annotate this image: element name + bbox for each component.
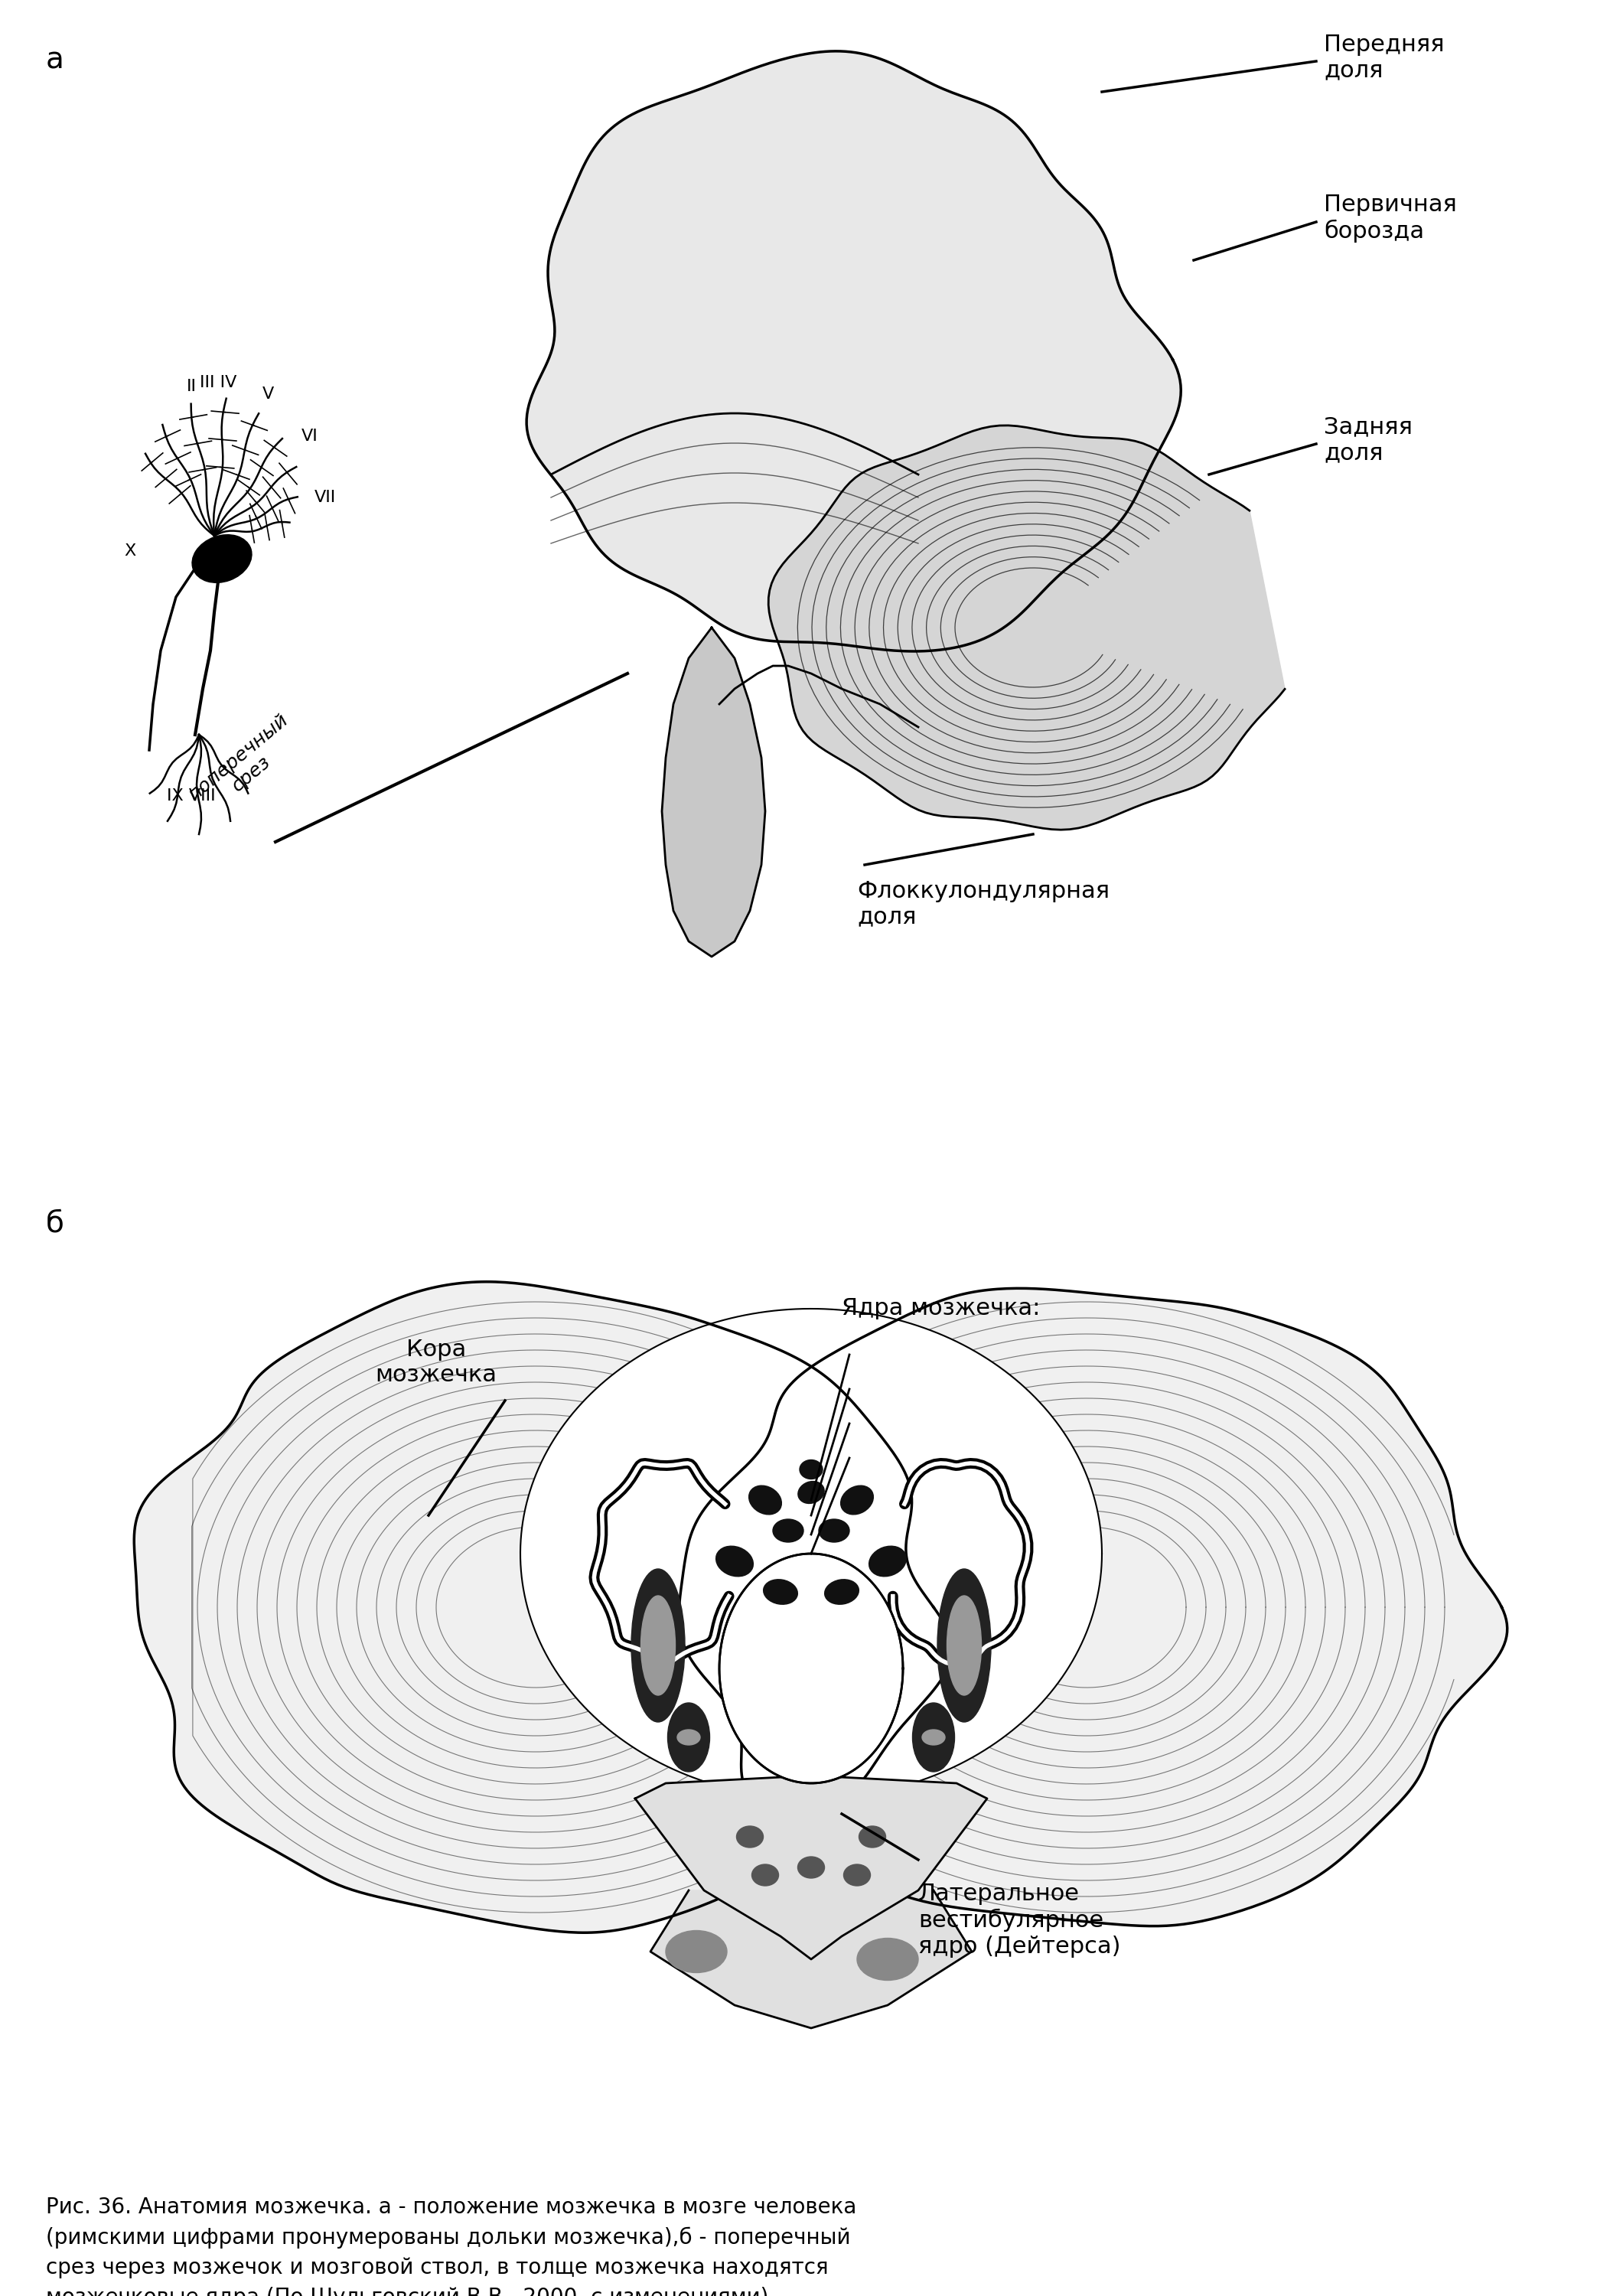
Polygon shape — [521, 1309, 1102, 1798]
Text: III IV: III IV — [200, 374, 237, 390]
Ellipse shape — [748, 1486, 782, 1515]
Ellipse shape — [751, 1864, 779, 1885]
Text: поперечный
срез: поперечный срез — [185, 709, 305, 820]
Ellipse shape — [763, 1580, 797, 1605]
Text: X: X — [125, 544, 136, 558]
Ellipse shape — [841, 1486, 873, 1515]
Ellipse shape — [667, 1704, 709, 1773]
Text: шатра: шатра — [857, 1343, 935, 1366]
Ellipse shape — [868, 1545, 906, 1577]
Ellipse shape — [737, 1825, 763, 1848]
Polygon shape — [635, 1775, 987, 1958]
Ellipse shape — [946, 1596, 982, 1694]
Ellipse shape — [799, 1857, 824, 1878]
Text: Кора
мозжечка: Кора мозжечка — [375, 1339, 497, 1387]
Text: Рис. 36. Анатомия мозжечка. а - положение мозжечка в мозге человека
(римскими ци: Рис. 36. Анатомия мозжечка. а - положени… — [45, 2197, 857, 2296]
Ellipse shape — [641, 1596, 675, 1694]
Text: V: V — [261, 386, 274, 402]
Polygon shape — [526, 51, 1182, 652]
Ellipse shape — [857, 1938, 919, 1979]
Text: VI: VI — [302, 429, 318, 443]
Text: Флоккулондулярная
доля: Флоккулондулярная доля — [857, 879, 1110, 928]
Text: II: II — [187, 379, 196, 395]
Ellipse shape — [631, 1568, 685, 1722]
Text: округлое: округлое — [857, 1378, 969, 1401]
Text: а: а — [45, 46, 65, 76]
Text: зубчатое: зубчатое — [857, 1446, 967, 1469]
Text: Латеральное
вестибулярное
ядро (Дейтерса): Латеральное вестибулярное ядро (Дейтерса… — [919, 1883, 1120, 1958]
Text: Ядра мозжечка:: Ядра мозжечка: — [842, 1297, 1040, 1320]
Ellipse shape — [799, 1481, 824, 1504]
Ellipse shape — [818, 1520, 849, 1543]
Text: пробковидное: пробковидное — [857, 1412, 1032, 1435]
Text: Задняя
доля: Задняя доля — [1324, 416, 1412, 464]
Ellipse shape — [192, 535, 252, 583]
Ellipse shape — [665, 1931, 727, 1972]
Ellipse shape — [844, 1864, 870, 1885]
Text: IX VIII: IX VIII — [167, 788, 216, 804]
Ellipse shape — [912, 1704, 954, 1773]
Text: Первичная
борозда: Первичная борозда — [1324, 193, 1457, 243]
Polygon shape — [662, 627, 764, 957]
Ellipse shape — [677, 1729, 700, 1745]
Polygon shape — [719, 1554, 902, 1784]
Polygon shape — [678, 1288, 1508, 1926]
Ellipse shape — [716, 1545, 753, 1577]
Ellipse shape — [922, 1729, 945, 1745]
Ellipse shape — [859, 1825, 886, 1848]
Ellipse shape — [800, 1460, 823, 1479]
Ellipse shape — [938, 1568, 992, 1722]
Text: б: б — [45, 1210, 65, 1238]
Polygon shape — [651, 1890, 972, 2027]
Polygon shape — [135, 1281, 951, 1933]
Polygon shape — [768, 425, 1285, 829]
Ellipse shape — [773, 1520, 803, 1543]
Text: VII: VII — [315, 489, 336, 505]
Text: Передняя
доля: Передняя доля — [1324, 34, 1444, 80]
Ellipse shape — [824, 1580, 859, 1605]
